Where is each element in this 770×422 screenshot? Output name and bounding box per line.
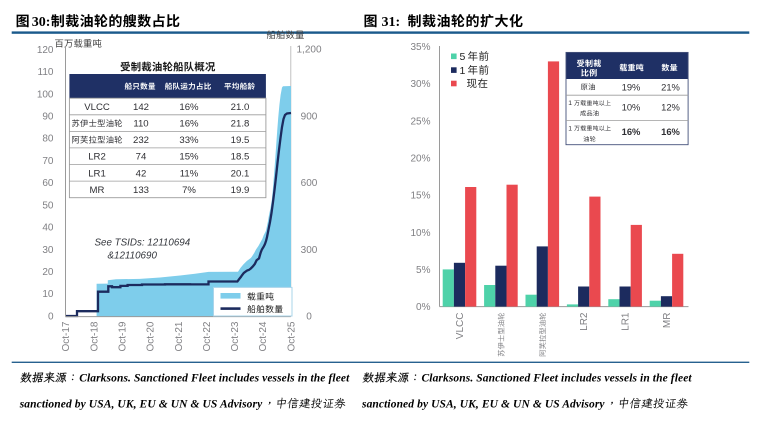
svg-text:Oct-21: Oct-21 bbox=[174, 321, 185, 351]
svg-text:120: 120 bbox=[37, 45, 54, 56]
svg-text:70: 70 bbox=[42, 156, 54, 167]
svg-text:Oct-25: Oct-25 bbox=[286, 321, 297, 351]
svg-text:19.9: 19.9 bbox=[231, 185, 250, 196]
svg-text:18.5: 18.5 bbox=[231, 152, 250, 163]
svg-text:19.5: 19.5 bbox=[231, 135, 250, 146]
svg-text:21%: 21% bbox=[661, 81, 680, 92]
svg-text:Oct-23: Oct-23 bbox=[230, 321, 241, 351]
svg-text:110: 110 bbox=[133, 119, 148, 130]
svg-text:10%: 10% bbox=[622, 102, 641, 113]
svg-text:LR1: LR1 bbox=[621, 312, 632, 331]
svg-text:16%: 16% bbox=[661, 126, 680, 137]
svg-text:15%: 15% bbox=[179, 152, 199, 163]
svg-text:21.8: 21.8 bbox=[231, 119, 250, 130]
svg-text:1: 1 bbox=[568, 125, 572, 132]
svg-text:15%: 15% bbox=[410, 191, 430, 202]
svg-text:Oct-17: Oct-17 bbox=[61, 321, 72, 351]
svg-text:sanctioned by USA, UK, EU & UN: sanctioned by USA, UK, EU & UN & US Advi… bbox=[19, 398, 263, 410]
svg-text:sanctioned by USA, UK, EU & UN: sanctioned by USA, UK, EU & UN & US Advi… bbox=[361, 398, 605, 410]
svg-text:7%: 7% bbox=[182, 185, 196, 196]
svg-text:Clarksons. Sanctioned Fleet in: Clarksons. Sanctioned Fleet includes ves… bbox=[79, 373, 350, 385]
svg-text:31:: 31: bbox=[382, 15, 401, 30]
svg-text:LR2: LR2 bbox=[88, 152, 106, 163]
svg-text:90: 90 bbox=[42, 112, 54, 123]
svg-text:VLCC: VLCC bbox=[455, 313, 466, 340]
svg-text:80: 80 bbox=[42, 134, 54, 145]
svg-text:&12110690: &12110690 bbox=[108, 251, 158, 262]
svg-text:133: 133 bbox=[133, 185, 149, 196]
svg-text:20.1: 20.1 bbox=[231, 168, 250, 179]
svg-text:600: 600 bbox=[301, 178, 318, 189]
svg-text:30: 30 bbox=[42, 245, 54, 256]
svg-text:30%: 30% bbox=[410, 79, 430, 90]
svg-text:11%: 11% bbox=[180, 168, 199, 179]
svg-text:LR1: LR1 bbox=[88, 168, 106, 179]
svg-text:MR: MR bbox=[90, 185, 105, 196]
svg-text:10: 10 bbox=[42, 289, 54, 300]
svg-text:142: 142 bbox=[133, 102, 149, 113]
svg-text:Oct-19: Oct-19 bbox=[117, 321, 128, 351]
svg-text:Oct-24: Oct-24 bbox=[258, 321, 269, 351]
svg-text:16%: 16% bbox=[179, 119, 199, 130]
svg-text:Oct-20: Oct-20 bbox=[146, 321, 157, 351]
svg-text:42: 42 bbox=[136, 168, 147, 179]
svg-text:1: 1 bbox=[460, 65, 466, 77]
svg-text:16%: 16% bbox=[179, 102, 199, 113]
svg-text:100: 100 bbox=[37, 89, 54, 100]
svg-text:5%: 5% bbox=[416, 265, 431, 276]
svg-text:900: 900 bbox=[301, 112, 318, 123]
svg-text:0: 0 bbox=[48, 311, 54, 322]
svg-text:232: 232 bbox=[133, 135, 149, 146]
svg-text:33%: 33% bbox=[179, 135, 199, 146]
svg-text:12%: 12% bbox=[661, 102, 680, 113]
svg-text:10%: 10% bbox=[410, 228, 430, 239]
svg-text:110: 110 bbox=[38, 67, 54, 78]
svg-text:20: 20 bbox=[42, 267, 54, 278]
svg-text:Oct-22: Oct-22 bbox=[202, 321, 213, 351]
svg-text:74: 74 bbox=[136, 152, 147, 163]
svg-text:Oct-18: Oct-18 bbox=[89, 321, 100, 351]
svg-text:30:: 30: bbox=[32, 15, 51, 30]
svg-text:LR2: LR2 bbox=[579, 312, 590, 331]
svg-text:0: 0 bbox=[306, 311, 312, 322]
svg-text:1: 1 bbox=[568, 100, 572, 107]
svg-text:VLCC: VLCC bbox=[84, 102, 110, 113]
svg-text:19%: 19% bbox=[622, 81, 641, 92]
svg-text:40: 40 bbox=[42, 223, 54, 234]
svg-text:21.0: 21.0 bbox=[231, 102, 250, 113]
svg-text:See TSIDs: 12110694: See TSIDs: 12110694 bbox=[95, 238, 191, 249]
svg-text:16%: 16% bbox=[622, 126, 641, 137]
svg-text:MR: MR bbox=[662, 313, 673, 329]
svg-text:60: 60 bbox=[42, 178, 54, 189]
svg-text:Clarksons. Sanctioned Fleet in: Clarksons. Sanctioned Fleet includes ves… bbox=[422, 373, 693, 385]
svg-text:50: 50 bbox=[42, 200, 54, 211]
svg-text:35%: 35% bbox=[410, 42, 430, 53]
svg-text:300: 300 bbox=[301, 245, 318, 256]
svg-text:20%: 20% bbox=[410, 153, 430, 164]
svg-text:5: 5 bbox=[460, 51, 466, 63]
svg-text:25%: 25% bbox=[410, 116, 430, 127]
svg-text:1,200: 1,200 bbox=[296, 45, 321, 56]
svg-text:0%: 0% bbox=[416, 302, 431, 313]
